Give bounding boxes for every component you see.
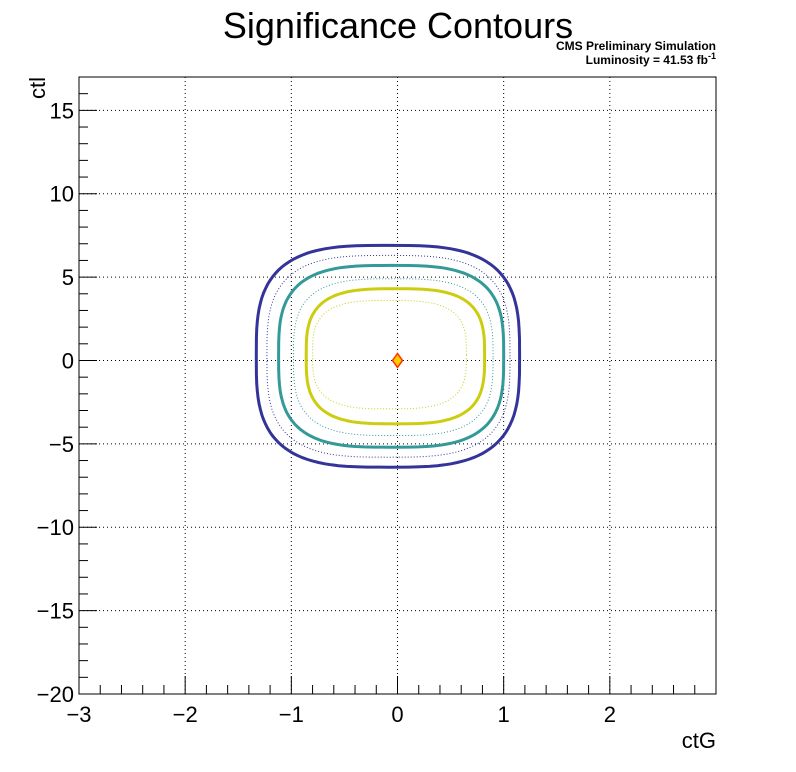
y-tick-label: 5 bbox=[62, 265, 74, 290]
y-axis-ticks: −20 −15 −10 −5 0 5 10 15 bbox=[37, 76, 97, 707]
y-tick-label: −5 bbox=[49, 432, 74, 457]
luminosity-exponent: -1 bbox=[708, 51, 716, 61]
y-tick-label: −10 bbox=[37, 515, 74, 540]
best-fit-diamond bbox=[391, 352, 404, 369]
y-axis-label: ctl bbox=[25, 77, 50, 99]
contour-lines bbox=[254, 243, 522, 469]
contour-6 bbox=[312, 300, 467, 410]
y-tick-label: 0 bbox=[62, 348, 74, 373]
x-axis-label: ctG bbox=[682, 728, 716, 753]
y-tick-label: −20 bbox=[37, 682, 74, 707]
y-tick-label: 15 bbox=[50, 98, 74, 123]
luminosity-annotation: Luminosity = 41.53 fb-1 bbox=[586, 51, 716, 67]
chart-title: Significance Contours bbox=[223, 5, 573, 46]
contour-3 bbox=[277, 263, 506, 449]
contour-1 bbox=[254, 243, 522, 469]
x-tick-label: 1 bbox=[498, 702, 510, 727]
x-tick-label: −3 bbox=[66, 702, 91, 727]
best-fit-marker bbox=[391, 352, 404, 369]
contour-5 bbox=[304, 287, 487, 426]
x-tick-label: 0 bbox=[391, 702, 403, 727]
luminosity-text: Luminosity = 41.53 fb bbox=[586, 53, 708, 67]
experiment-annotation: CMS Preliminary Simulation bbox=[556, 39, 716, 53]
y-tick-label: −15 bbox=[37, 599, 74, 624]
x-tick-label: −1 bbox=[279, 702, 304, 727]
x-tick-label: −2 bbox=[173, 702, 198, 727]
y-tick-label: 10 bbox=[50, 182, 74, 207]
x-tick-label: 2 bbox=[604, 702, 616, 727]
x-axis-ticks: −3 −2 −1 0 1 2 bbox=[66, 676, 717, 727]
grid-lines bbox=[79, 77, 716, 694]
contour-2 bbox=[266, 254, 511, 458]
